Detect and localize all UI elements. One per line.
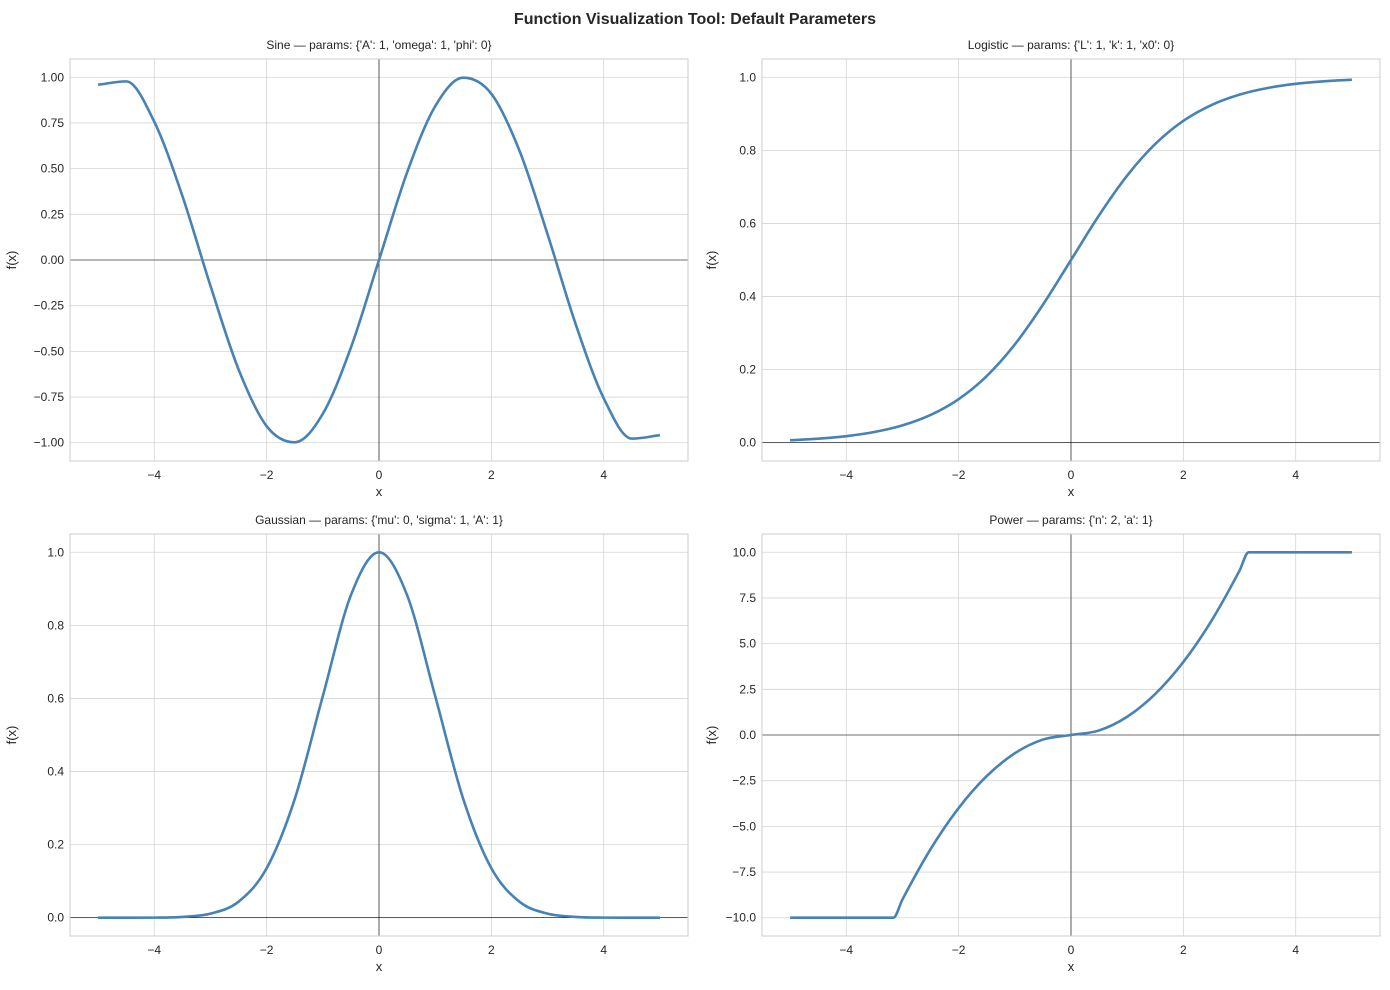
y-axis-label: f(x) [704,726,719,745]
x-tick-label: 0 [376,468,383,482]
x-tick-label: 0 [1068,943,1075,957]
x-tick-label: −4 [147,943,161,957]
y-tick-label: −0.25 [34,299,65,313]
x-tick-label: −2 [952,468,966,482]
x-tick-label: 0 [1068,468,1075,482]
subplot-title: Power — params: {'n': 2, 'a': 1} [989,513,1152,527]
y-axis-label: f(x) [4,726,19,745]
y-axis-label: f(x) [4,251,19,270]
x-axis-label: x [1068,484,1075,499]
series-line [790,550,1352,920]
y-axis-label: f(x) [704,251,719,270]
y-tick-label: −0.50 [34,344,65,358]
x-axis-label: x [376,484,383,499]
y-tick-label: −0.75 [34,390,65,404]
y-tick-label: 0.4 [47,765,64,779]
axes-frame [69,58,689,462]
y-tick-label: −7.5 [732,865,756,879]
x-tick-label: 4 [600,943,607,957]
subplot-title: Gaussian — params: {'mu': 0, 'sigma': 1,… [255,513,503,527]
subplot-title: Logistic — params: {'L': 1, 'k': 1, 'x0'… [968,38,1175,52]
x-axis-label: x [1068,959,1075,974]
subplot-title: Sine — params: {'A': 1, 'omega': 1, 'phi… [266,38,491,52]
y-tick-label: 0.25 [41,207,65,221]
y-tick-label: 1.00 [41,70,65,84]
x-tick-label: −4 [839,468,853,482]
y-tick-label: 0.8 [47,618,64,632]
x-tick-label: 2 [1180,468,1187,482]
subplot-2: −4 −2 0 2 4 0.0 0.2 0.4 0.6 0.8 1.0 Logistic — para… [704,38,1381,499]
y-tick-label: 0.00 [41,253,65,267]
y-tick-label: 0.8 [739,143,756,157]
y-tick-label: 10.0 [733,545,757,559]
y-tick-label: 5.0 [739,637,756,651]
y-tick-label: 7.5 [739,591,756,605]
y-tick-label: 0.6 [739,216,756,230]
x-tick-label: 2 [1180,943,1187,957]
axes-frame [69,533,689,937]
x-tick-label: −4 [839,943,853,957]
y-tick-label: 0.4 [739,290,756,304]
figure-title: Function Visualization Tool: Default Par… [514,11,876,28]
y-tick-label: 0.2 [739,363,756,377]
y-tick-label: 0.0 [739,436,756,450]
y-tick-label: 1.0 [739,70,756,84]
y-tick-label: 0.50 [41,162,65,176]
y-tick-label: 0.75 [41,116,65,130]
x-tick-label: −2 [260,943,274,957]
y-tick-label: −5.0 [732,819,756,833]
x-tick-label: −2 [952,943,966,957]
subplot-3: −4 −2 0 2 4 0.0 0.2 0.4 0.6 0.8 1.0 Gaussian — para… [4,513,689,974]
y-tick-label: −2.5 [732,774,756,788]
y-tick-label: 0.0 [739,728,756,742]
y-tick-label: 2.5 [739,682,756,696]
series-line [790,78,1352,442]
y-tick-label: −10.0 [726,911,757,925]
x-tick-label: −4 [147,468,161,482]
y-tick-label: 0.2 [47,838,64,852]
x-tick-label: 4 [600,468,607,482]
x-tick-label: 4 [1292,468,1299,482]
axes-frame [761,533,1381,937]
x-tick-label: 4 [1292,943,1299,957]
y-tick-label: 1.0 [47,545,64,559]
x-tick-label: 2 [488,943,495,957]
x-tick-label: −2 [260,468,274,482]
x-tick-label: 2 [488,468,495,482]
x-axis-label: x [376,959,383,974]
subplot-4: −4 −2 0 2 4 −10.0 −7.5 −5.0 −2.5 0.0 2.5 5.0 7.5 10.0… [704,513,1381,974]
series-line [97,76,661,444]
y-tick-label: 0.6 [47,691,64,705]
series-line [98,550,660,920]
y-tick-label: −1.00 [34,436,65,450]
y-tick-label: 0.0 [47,911,64,925]
axes-frame [761,58,1381,462]
x-tick-label: 0 [376,943,383,957]
subplot-1: −4 −2 0 2 4 −1.00 −0.75 −0.50 −0.25 0.00 0.25 0.50 0… [4,38,689,499]
